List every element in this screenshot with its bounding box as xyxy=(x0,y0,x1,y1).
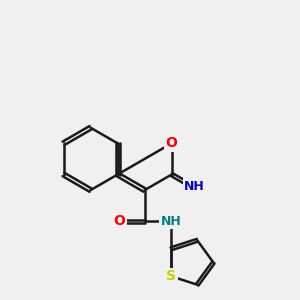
Text: NH: NH xyxy=(184,180,205,193)
Text: NH: NH xyxy=(161,215,182,228)
Text: S: S xyxy=(166,269,176,283)
Text: O: O xyxy=(114,214,126,228)
Text: O: O xyxy=(166,136,178,150)
